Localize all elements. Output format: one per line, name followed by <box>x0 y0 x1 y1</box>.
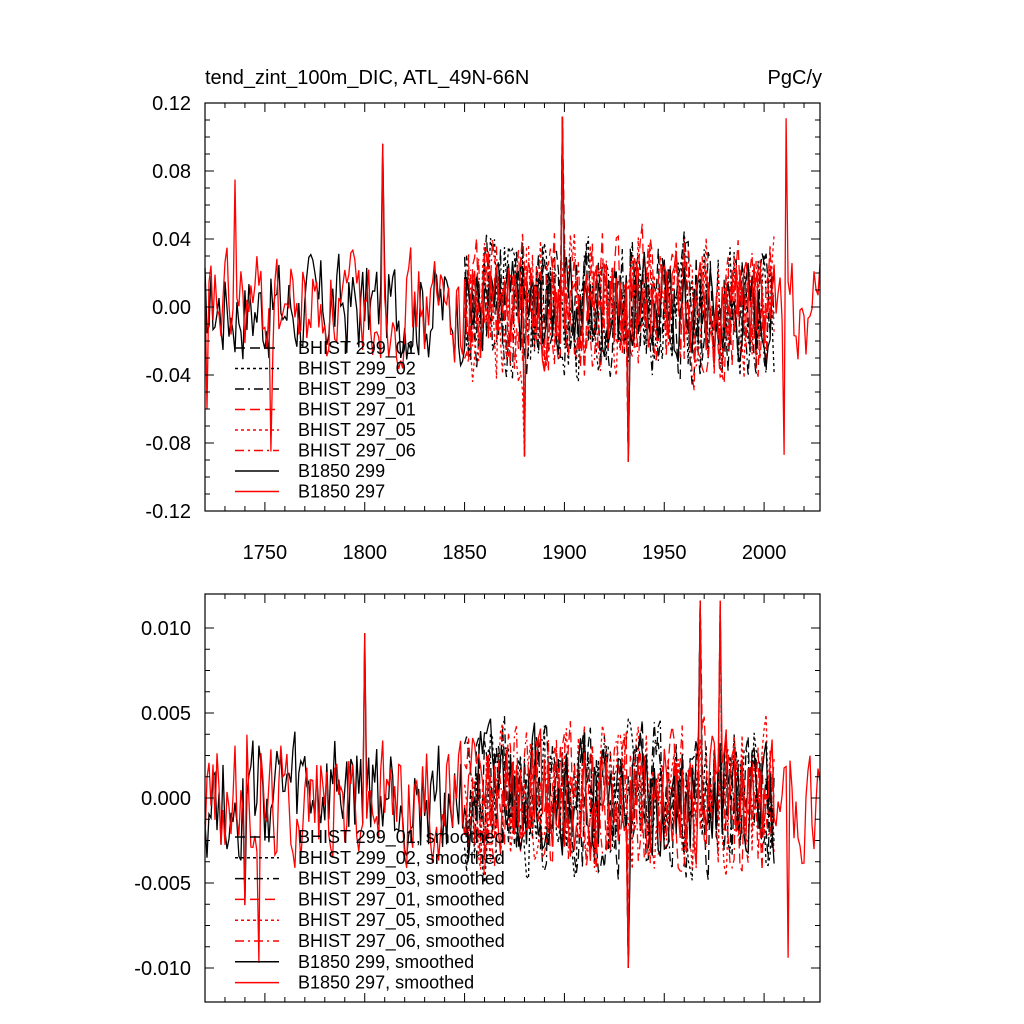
bottom-plot-frame <box>204 593 821 1003</box>
bottom-tick-layer: -0.010 -0.005 0.000 0.005 0.010 <box>134 594 820 1002</box>
top-y-tick-label: -0.04 <box>145 365 191 387</box>
bottom-y-tick-label: -0.010 <box>134 958 191 980</box>
top-series-line-4 <box>463 116 775 462</box>
bottom-series-layer <box>204 600 821 969</box>
top-legend-label-4: BHIST 297_01 <box>298 400 416 421</box>
bottom-y-tick-label: 0.000 <box>141 788 191 810</box>
top-y-tick-label: 0.12 <box>152 93 191 115</box>
top-legend-label-6: BHIST 297_06 <box>298 441 416 462</box>
top-x-tick-label: 1750 <box>243 542 288 564</box>
top-legend-label-2: BHIST 299_02 <box>298 359 416 380</box>
bottom-legend-label-2: BHIST 299_02, smoothed <box>298 848 505 869</box>
top-panel-title: tend_zint_100m_DIC, ATL_49N-66N <box>205 67 529 89</box>
top-legend-label-8: B1850 297 <box>298 482 385 502</box>
top-panel: tend_zint_100m_DIC, ATL_49N-66N PgC/y -0… <box>145 67 822 564</box>
bottom-legend-label-5: BHIST 297_05, smoothed <box>298 910 505 931</box>
bottom-legend-label-1: BHIST 299_01, smoothed <box>298 827 505 848</box>
top-panel-units: PgC/y <box>768 67 822 89</box>
top-legend-label-5: BHIST 297_05 <box>298 420 416 441</box>
bottom-y-tick-label: -0.005 <box>134 873 191 895</box>
top-legend-label-1: BHIST 299_01 <box>298 338 416 359</box>
bottom-y-tick-label: 0.010 <box>141 618 191 640</box>
bottom-series-line-7 <box>204 600 775 969</box>
top-y-tick-label: 0.00 <box>152 297 191 319</box>
top-x-tick-label: 1950 <box>642 542 687 564</box>
bottom-legend-label-4: BHIST 297_01, smoothed <box>298 889 505 910</box>
top-x-tick-label: 1900 <box>542 542 587 564</box>
bottom-series-line-8 <box>204 600 821 969</box>
bottom-panel: -0.010 -0.005 0.000 0.005 0.010 BHIST 299_01… <box>134 593 821 1003</box>
top-y-tick-label: 0.04 <box>152 229 191 251</box>
bottom-legend-label-8: B1850 297, smoothed <box>298 973 474 993</box>
top-legend-label-3: BHIST 299_03 <box>298 379 416 400</box>
top-x-tick-label: 1850 <box>442 542 487 564</box>
top-legend-label-7: B1850 299 <box>298 461 385 481</box>
bottom-y-tick-label: 0.005 <box>141 703 191 725</box>
top-y-tick-label: -0.08 <box>145 433 191 455</box>
top-series-line-8 <box>204 116 821 462</box>
bottom-legend-label-7: B1850 299, smoothed <box>298 952 474 972</box>
bottom-legend-label-3: BHIST 299_03, smoothed <box>298 869 505 890</box>
top-y-tick-label: -0.12 <box>145 501 191 523</box>
top-series-layer <box>204 116 821 462</box>
bottom-series-line-6 <box>463 600 775 872</box>
top-tick-layer: -0.12 -0.08 -0.04 0.00 0.04 0.08 0.12 1750 1800 1… <box>145 93 820 564</box>
top-series-line-6 <box>463 239 775 391</box>
top-y-tick-label: 0.08 <box>152 161 191 183</box>
top-x-tick-label: 2000 <box>742 542 787 564</box>
bottom-legend-label-6: BHIST 297_06, smoothed <box>298 931 505 952</box>
top-plot-frame <box>204 102 821 512</box>
top-x-tick-label: 1800 <box>342 542 387 564</box>
